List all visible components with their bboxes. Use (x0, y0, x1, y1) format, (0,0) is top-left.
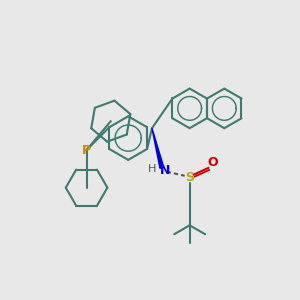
Text: N: N (160, 164, 170, 177)
Text: P: P (82, 143, 91, 157)
Polygon shape (152, 128, 164, 168)
Text: O: O (207, 156, 218, 170)
Text: H: H (148, 164, 156, 174)
Text: S: S (185, 171, 194, 184)
